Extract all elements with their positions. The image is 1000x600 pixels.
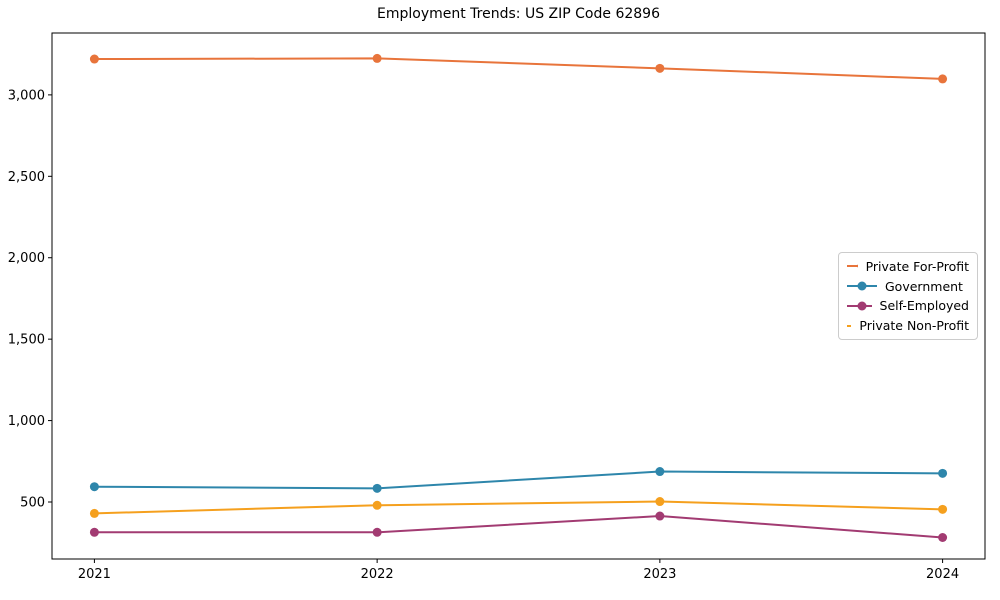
data-point-government-2022 — [372, 483, 382, 493]
legend-line-marker-icon — [847, 281, 877, 291]
y-axis-tick-label: 1,500 — [8, 333, 45, 348]
series-line-private-non-profit — [94, 500, 943, 515]
legend-item-private-non-profit: Private Non-Profit — [847, 316, 969, 335]
legend-label: Self-Employed — [879, 298, 969, 314]
x-axis-tick-label: 2024 — [926, 567, 959, 582]
legend-label: Private For-Profit — [865, 258, 969, 274]
series-line-private-for-profit — [94, 57, 943, 80]
legend-label: Private Non-Profit — [859, 318, 969, 334]
chart-title: Employment Trends: US ZIP Code 62896 — [377, 6, 660, 22]
data-point-government-2024 — [938, 468, 948, 478]
y-axis-tick-label: 500 — [20, 496, 45, 511]
legend-line-marker-icon — [847, 301, 872, 311]
data-point-self-employed-2023 — [655, 511, 665, 521]
x-axis-tick-label: 2021 — [78, 567, 111, 582]
legend-line-marker-icon — [847, 324, 852, 327]
data-point-private-non-profit-2022 — [372, 500, 382, 510]
legend-item-private-for-profit: Private For-Profit — [847, 257, 969, 276]
data-point-self-employed-2021 — [89, 527, 99, 537]
data-point-government-2021 — [89, 482, 99, 492]
plot-frame — [51, 32, 986, 560]
legend: Private For-Profit Government Self-Employe… — [838, 252, 978, 340]
data-point-private-for-profit-2022 — [372, 53, 382, 63]
series-line-self-employed — [94, 515, 943, 539]
y-axis-tick-label: 3,000 — [8, 88, 45, 103]
y-axis-tick-label: 1,000 — [8, 414, 45, 429]
data-point-private-non-profit-2024 — [938, 504, 948, 514]
legend-label: Government — [885, 278, 963, 294]
data-point-private-for-profit-2023 — [655, 63, 665, 73]
data-point-government-2023 — [655, 467, 665, 477]
legend-line-marker-icon — [847, 265, 858, 268]
data-point-private-non-profit-2023 — [655, 497, 665, 507]
x-axis-tick-label: 2022 — [361, 567, 394, 582]
y-axis-tick-label: 2,000 — [8, 251, 45, 266]
data-point-private-for-profit-2021 — [89, 54, 99, 64]
data-point-self-employed-2022 — [372, 527, 382, 537]
legend-item-government: Government — [847, 277, 969, 296]
legend-item-self-employed: Self-Employed — [847, 297, 969, 316]
series-line-government — [94, 470, 943, 490]
data-point-self-employed-2024 — [938, 533, 948, 543]
data-point-private-for-profit-2024 — [938, 74, 948, 84]
x-axis-tick-label: 2023 — [643, 567, 676, 582]
y-axis-tick-label: 2,500 — [8, 170, 45, 185]
data-point-private-non-profit-2021 — [89, 508, 99, 518]
